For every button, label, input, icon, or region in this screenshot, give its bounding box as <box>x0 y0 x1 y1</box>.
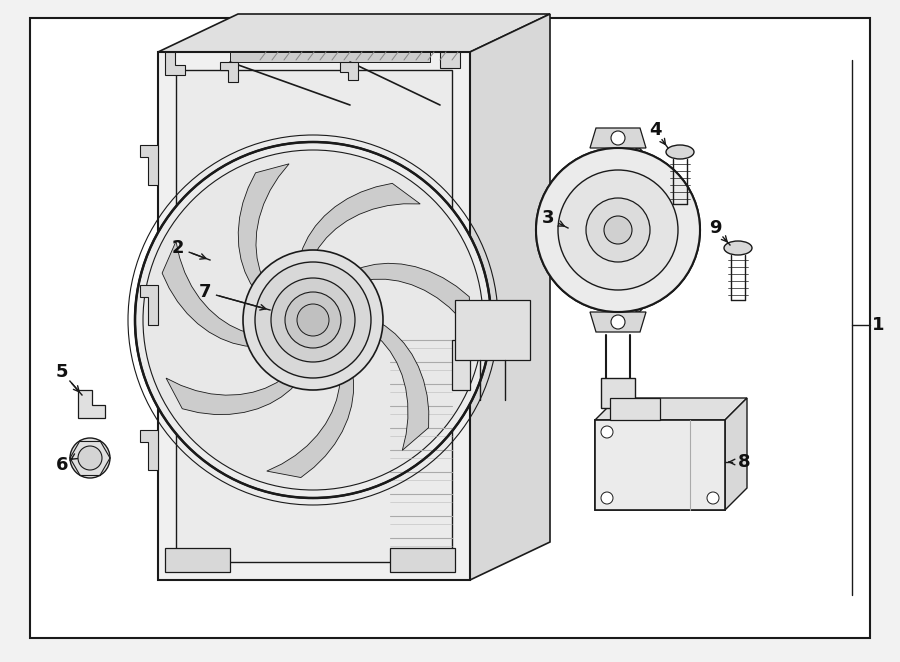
Polygon shape <box>452 340 470 390</box>
Polygon shape <box>140 430 158 470</box>
Text: 9: 9 <box>709 219 721 237</box>
Circle shape <box>536 148 700 312</box>
Polygon shape <box>162 242 257 347</box>
Polygon shape <box>299 183 420 260</box>
Circle shape <box>271 278 355 362</box>
Polygon shape <box>165 548 230 572</box>
Circle shape <box>78 446 102 470</box>
Ellipse shape <box>623 148 653 312</box>
Polygon shape <box>610 398 660 420</box>
Polygon shape <box>220 62 238 82</box>
Circle shape <box>143 150 483 490</box>
FancyBboxPatch shape <box>595 420 725 510</box>
Text: 2: 2 <box>172 239 184 257</box>
Circle shape <box>707 492 719 504</box>
Text: 6: 6 <box>56 456 68 474</box>
FancyBboxPatch shape <box>30 18 870 638</box>
Polygon shape <box>374 320 428 450</box>
Circle shape <box>586 198 650 262</box>
Polygon shape <box>266 369 354 477</box>
Polygon shape <box>725 398 747 510</box>
Polygon shape <box>455 300 530 360</box>
Polygon shape <box>140 285 158 325</box>
Polygon shape <box>595 398 747 420</box>
Polygon shape <box>352 263 471 332</box>
Circle shape <box>604 216 632 244</box>
Polygon shape <box>590 312 646 332</box>
Polygon shape <box>590 128 646 148</box>
Polygon shape <box>166 376 299 414</box>
Text: 7: 7 <box>199 283 212 301</box>
Ellipse shape <box>666 145 694 159</box>
Polygon shape <box>176 70 452 562</box>
Polygon shape <box>165 52 185 75</box>
Polygon shape <box>238 164 289 293</box>
Circle shape <box>285 292 341 348</box>
Text: 4: 4 <box>649 121 662 139</box>
Polygon shape <box>470 14 550 580</box>
Circle shape <box>135 142 491 498</box>
Polygon shape <box>440 52 460 68</box>
Polygon shape <box>390 548 455 572</box>
Circle shape <box>601 426 613 438</box>
Circle shape <box>611 315 625 329</box>
Circle shape <box>243 250 383 390</box>
Circle shape <box>70 438 110 478</box>
Text: 3: 3 <box>542 209 554 227</box>
Polygon shape <box>158 52 470 580</box>
Polygon shape <box>230 52 430 62</box>
Circle shape <box>558 170 678 290</box>
Circle shape <box>536 148 700 312</box>
Polygon shape <box>78 390 105 418</box>
FancyBboxPatch shape <box>601 378 635 408</box>
Text: 8: 8 <box>738 453 751 471</box>
Circle shape <box>611 131 625 145</box>
Circle shape <box>297 304 329 336</box>
Ellipse shape <box>724 241 752 255</box>
Polygon shape <box>140 145 158 185</box>
Circle shape <box>255 262 371 378</box>
Polygon shape <box>158 14 550 52</box>
Text: 5: 5 <box>56 363 68 381</box>
Polygon shape <box>340 62 358 80</box>
Text: 1: 1 <box>872 316 884 334</box>
FancyBboxPatch shape <box>595 420 725 510</box>
Circle shape <box>601 492 613 504</box>
